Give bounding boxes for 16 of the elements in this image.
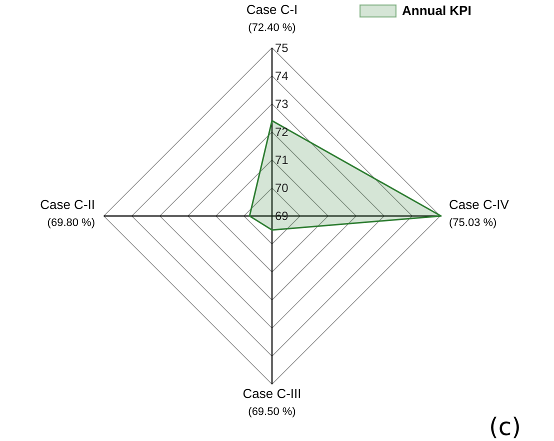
y-tick-label: 75 [275,40,289,55]
spoke-label: Case C-IV [449,197,510,212]
spoke-label: Case C-III [242,386,302,401]
text: (75.03 %) [449,217,497,229]
text: (72.40 %) [248,22,296,34]
spoke-label: Case C-II [40,197,95,212]
text: (c) [489,413,521,441]
y-tick-label: 74 [275,68,289,83]
text: (69.50 %) [248,406,296,418]
legend-label: Annual KPI [402,3,472,18]
y-tick-label: 71 [275,152,289,167]
spoke-label: Case C-I [246,2,298,17]
text: (69.80 %) [47,217,95,229]
y-tick-label: 70 [275,180,289,195]
y-tick-label: 73 [275,96,289,111]
y-tick-label: 72 [275,124,289,139]
